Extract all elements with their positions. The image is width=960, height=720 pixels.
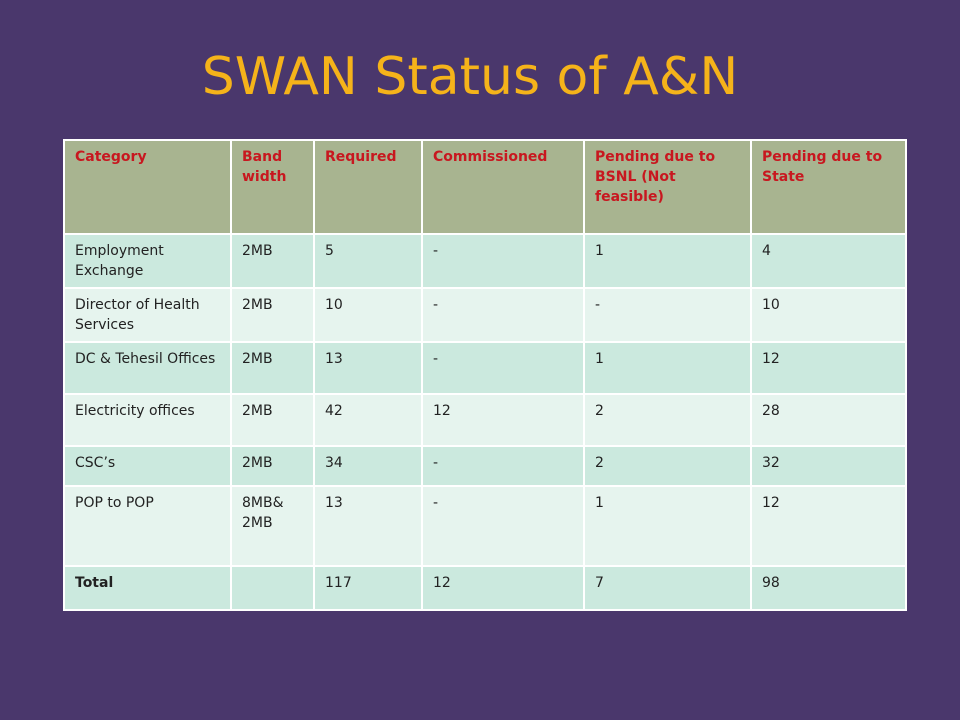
cell-category: POP to POP xyxy=(63,485,232,567)
cell-bandwidth: 2MB xyxy=(230,233,315,289)
cell-category: Director of Health Services xyxy=(63,287,232,343)
cell-required: 42 xyxy=(313,393,423,447)
cell-pending-bsnl: 2 xyxy=(583,445,752,487)
cell-commissioned: - xyxy=(421,445,585,487)
cell-commissioned: - xyxy=(421,233,585,289)
cell-pending-bsnl: - xyxy=(583,287,752,343)
cell-bandwidth: 2MB xyxy=(230,341,315,395)
table-row: Electricity offices 2MB 42 12 2 28 xyxy=(63,393,907,447)
cell-category: CSC’s xyxy=(63,445,232,487)
header-pending-bsnl: Pending due to BSNL (Not feasible) xyxy=(583,139,752,235)
cell-pending-bsnl: 1 xyxy=(583,341,752,395)
cell-total-required: 117 xyxy=(313,565,423,611)
cell-pending-bsnl: 2 xyxy=(583,393,752,447)
cell-bandwidth: 2MB xyxy=(230,287,315,343)
header-pending-state: Pending due to State xyxy=(750,139,907,235)
cell-pending-bsnl: 1 xyxy=(583,233,752,289)
table-row: CSC’s 2MB 34 - 2 32 xyxy=(63,445,907,487)
cell-required: 13 xyxy=(313,341,423,395)
cell-required: 10 xyxy=(313,287,423,343)
table-row: DC & Tehesil Offices 2MB 13 - 1 12 xyxy=(63,341,907,395)
slide-title: SWAN Status of A&N xyxy=(201,47,739,107)
cell-bandwidth: 2MB xyxy=(230,445,315,487)
cell-total-pending-bsnl: 7 xyxy=(583,565,752,611)
header-commissioned: Commissioned xyxy=(421,139,585,235)
table-row: POP to POP 8MB& 2MB 13 - 1 12 xyxy=(63,485,907,567)
table-total-row: Total 117 12 7 98 xyxy=(63,565,907,611)
table-header-row: Category Band width Required Commissione… xyxy=(63,139,907,235)
cell-total-commissioned: 12 xyxy=(421,565,585,611)
header-required: Required xyxy=(313,139,423,235)
cell-required: 13 xyxy=(313,485,423,567)
cell-pending-state: 12 xyxy=(750,341,907,395)
cell-commissioned: - xyxy=(421,485,585,567)
cell-pending-state: 10 xyxy=(750,287,907,343)
cell-pending-state: 4 xyxy=(750,233,907,289)
cell-pending-bsnl: 1 xyxy=(583,485,752,567)
cell-commissioned: 12 xyxy=(421,393,585,447)
cell-commissioned: - xyxy=(421,287,585,343)
cell-required: 5 xyxy=(313,233,423,289)
cell-pending-state: 28 xyxy=(750,393,907,447)
table-row: Director of Health Services 2MB 10 - - 1… xyxy=(63,287,907,343)
cell-bandwidth: 8MB& 2MB xyxy=(230,485,315,567)
cell-total-bandwidth xyxy=(230,565,315,611)
cell-required: 34 xyxy=(313,445,423,487)
cell-pending-state: 32 xyxy=(750,445,907,487)
cell-total-pending-state: 98 xyxy=(750,565,907,611)
cell-commissioned: - xyxy=(421,341,585,395)
cell-total-label: Total xyxy=(63,565,232,611)
cell-pending-state: 12 xyxy=(750,485,907,567)
cell-category: Electricity offices xyxy=(63,393,232,447)
swan-status-table: Category Band width Required Commissione… xyxy=(63,139,907,611)
cell-category: DC & Tehesil Offices xyxy=(63,341,232,395)
table-row: Employment Exchange 2MB 5 - 1 4 xyxy=(63,233,907,289)
header-category: Category xyxy=(63,139,232,235)
cell-bandwidth: 2MB xyxy=(230,393,315,447)
cell-category: Employment Exchange xyxy=(63,233,232,289)
header-bandwidth: Band width xyxy=(230,139,315,235)
